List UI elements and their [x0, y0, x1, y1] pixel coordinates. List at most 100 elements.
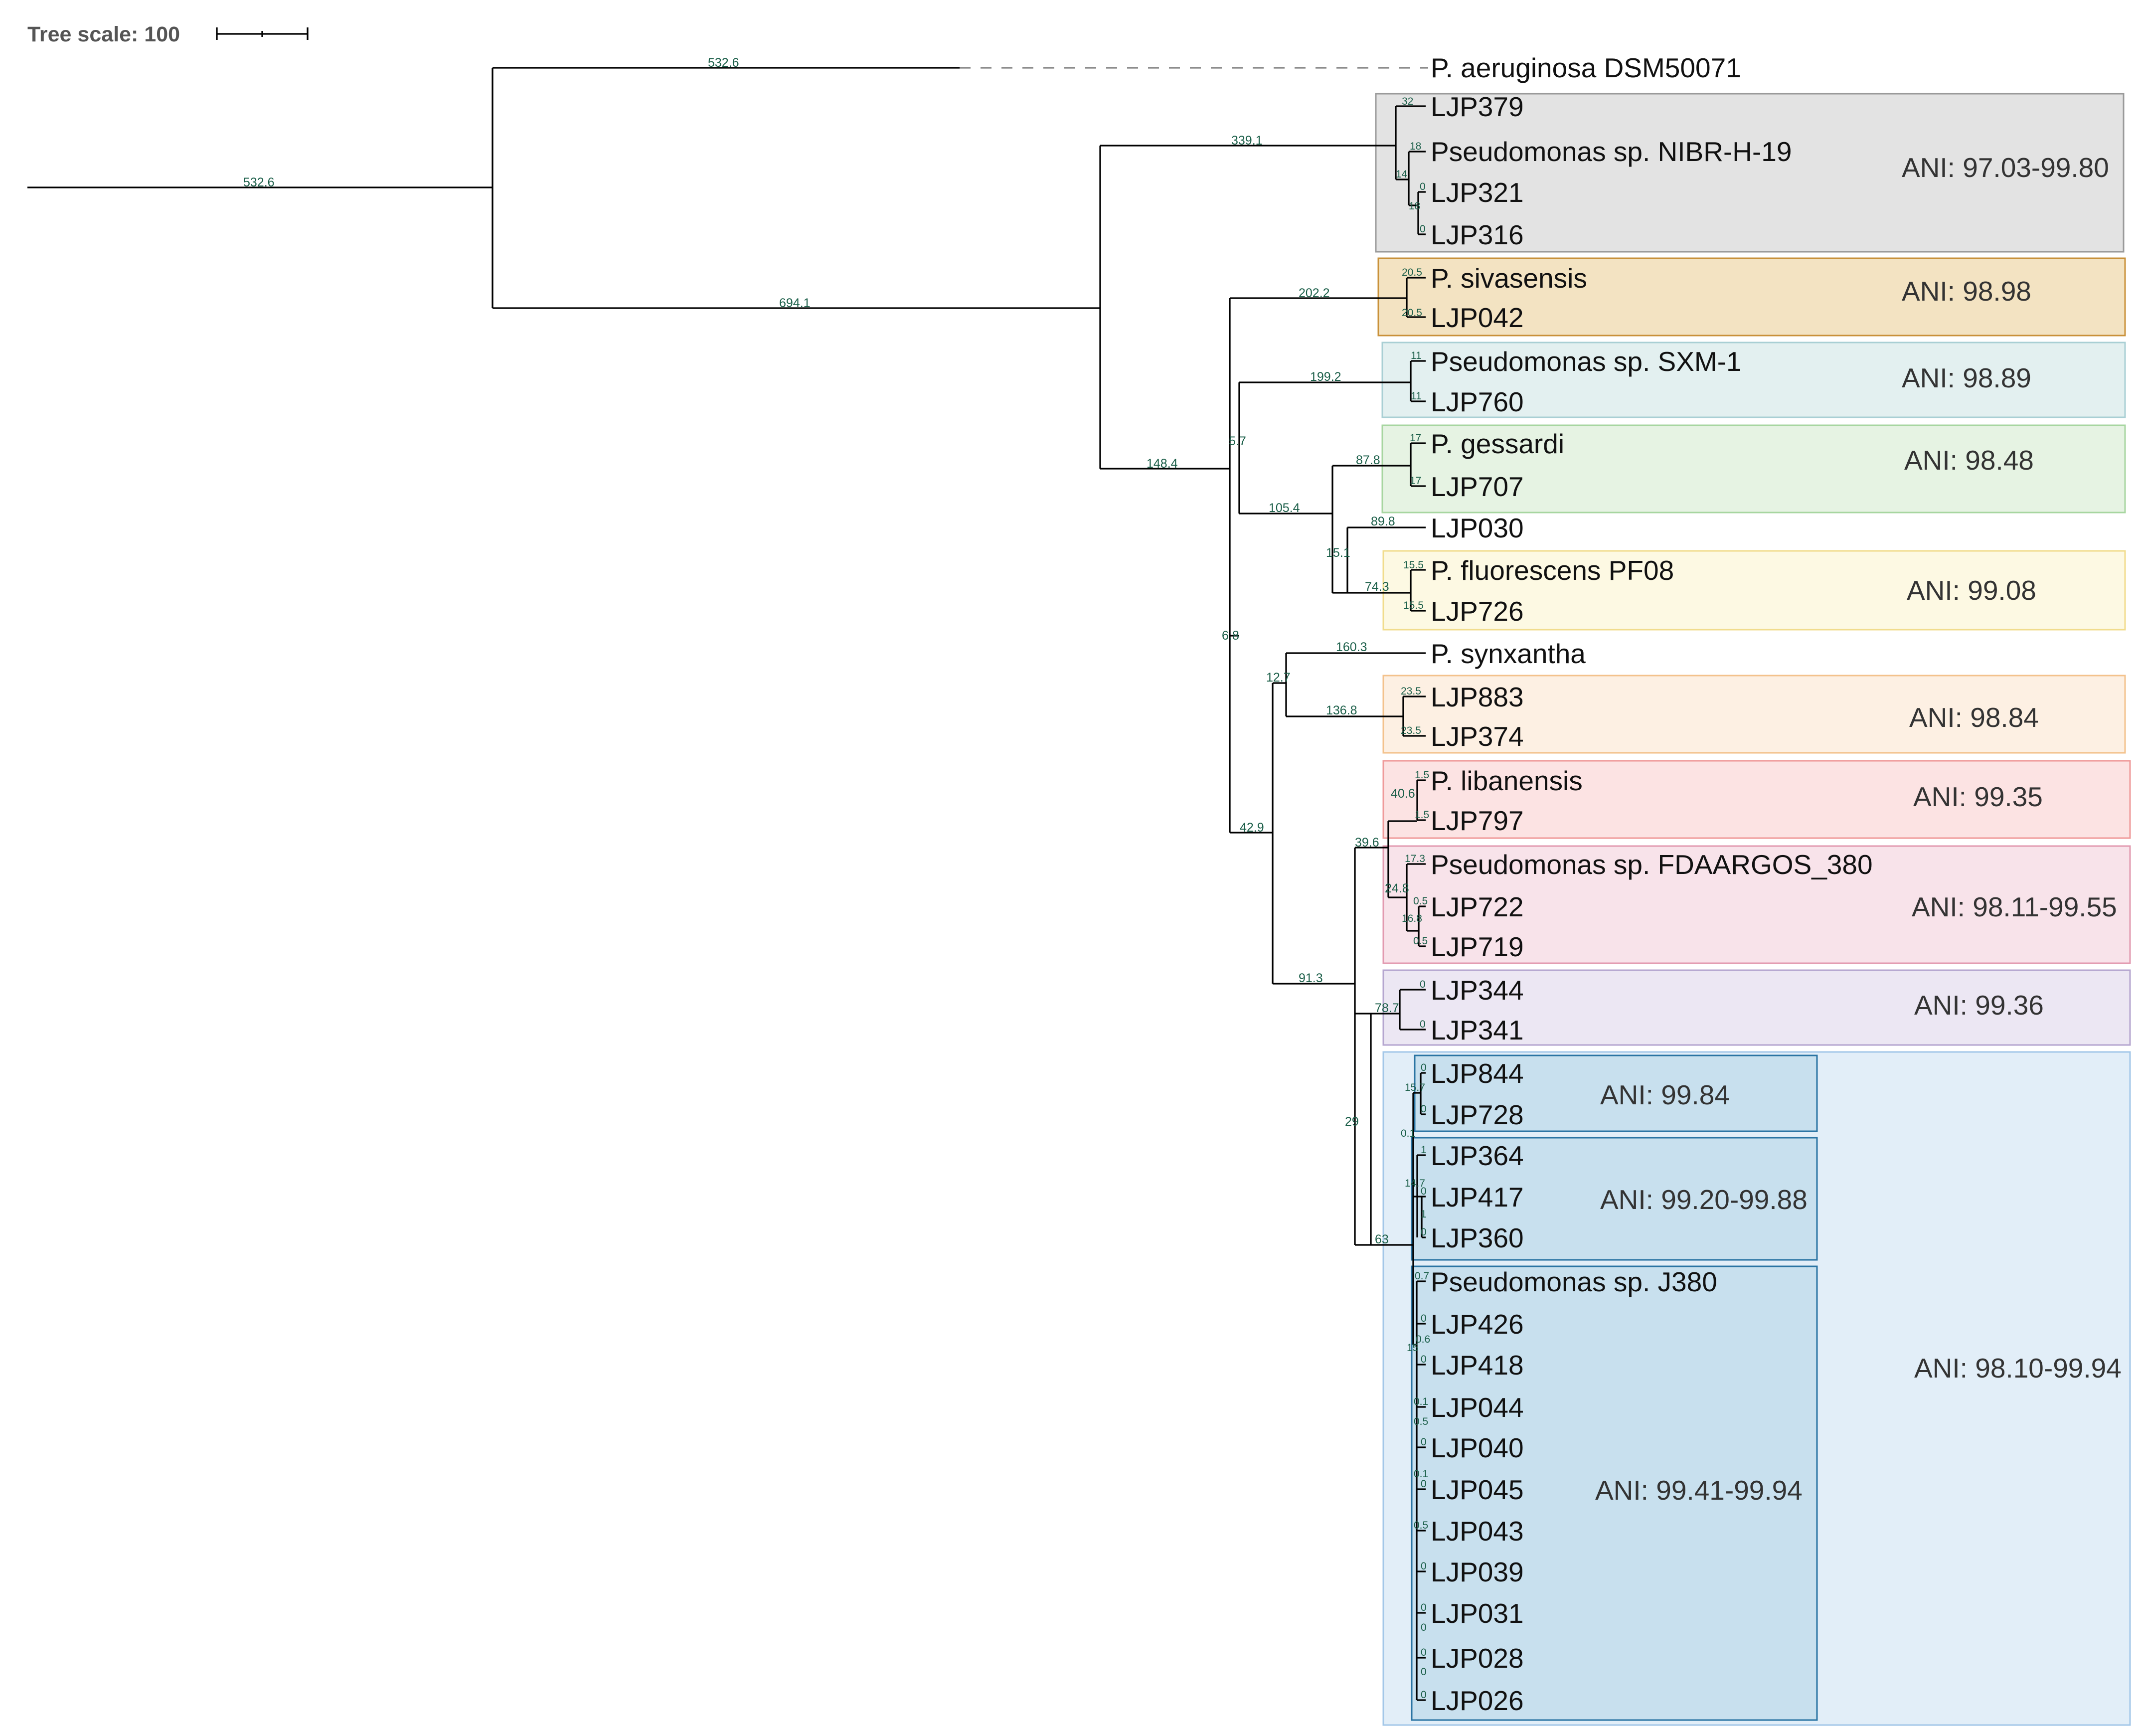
blen-lib-clade: 40.6	[1391, 787, 1415, 801]
tip-fdaargos: Pseudomonas sp. FDAARGOS_380	[1431, 849, 1873, 880]
tip-nibr: Pseudomonas sp. NIBR-H-19	[1431, 136, 1792, 167]
blen-c364: 14.7	[1405, 1178, 1425, 1189]
blen-LJP417: 0	[1421, 1186, 1427, 1197]
tip-pf08: P. fluorescens PF08	[1431, 555, 1674, 586]
ani-label-big: ANI: 98.10-99.94	[1914, 1353, 2122, 1384]
tree-scale-label: Tree scale: 100	[27, 22, 180, 46]
blen-big-group: 91.3	[1299, 971, 1323, 985]
blen-LJP344: 0	[1420, 979, 1426, 990]
ani-box-cj380	[1411, 1265, 1818, 1721]
blen-cj380: 0.6	[1416, 1334, 1430, 1345]
blen-LJP044: 0.5	[1414, 1416, 1428, 1427]
blen-node-29: 29	[1345, 1115, 1359, 1129]
tip-LJP426: LJP426	[1431, 1309, 1524, 1340]
blen-LJP321: 0	[1420, 181, 1426, 192]
blen-LJP043: 0.5	[1414, 1520, 1428, 1531]
blen-LJP364: 1	[1421, 1144, 1427, 1156]
ani-box-fdaargos	[1382, 845, 2131, 964]
blen-ingroup: 694.1	[779, 296, 811, 310]
blen-LJP028: 0	[1421, 1647, 1427, 1658]
blen-LJP417-inner: 1	[1421, 1209, 1427, 1220]
blen-sxm1: 11	[1411, 350, 1422, 361]
blen-lib-group: 39.6	[1355, 836, 1379, 850]
tip-LJP044: LJP044	[1431, 1392, 1524, 1423]
blen-LJP031: 0	[1421, 1602, 1427, 1613]
blen-LJP044-a: 0.1	[1414, 1396, 1428, 1407]
blen-LJP026: 0	[1421, 1689, 1427, 1701]
blen-aeruginosa: 532.6	[708, 56, 739, 70]
blen-LJP719: 0.5	[1413, 935, 1428, 947]
blen-ges-clade: 87.8	[1356, 453, 1380, 467]
tip-LJP026: LJP026	[1431, 1685, 1524, 1716]
blen-c844-364: 0.1	[1401, 1128, 1415, 1139]
tip-LJP374: LJP374	[1431, 721, 1524, 752]
blen-pf08: 15.5	[1403, 559, 1424, 571]
tip-LJP030: LJP030	[1431, 513, 1524, 543]
tip-LJP341: LJP341	[1431, 1015, 1524, 1045]
ani-box-libanensis	[1382, 760, 2131, 839]
blen-LJP426: 0	[1421, 1313, 1427, 1324]
blen-LJP360: 0	[1421, 1226, 1427, 1238]
blen-LJP722: 0.5	[1413, 895, 1428, 907]
tip-LJP042: LJP042	[1431, 302, 1524, 333]
tip-LJP045: LJP045	[1431, 1474, 1524, 1505]
tip-LJP316: LJP316	[1431, 219, 1524, 250]
tip-LJP040: LJP040	[1431, 1432, 1524, 1463]
ani-label-gessardi: ANI: 98.48	[1904, 445, 2034, 476]
blen-c844: 15.7	[1405, 1082, 1425, 1093]
ani-labels: ANI: 97.03-99.80 ANI: 98.98 ANI: 98.89 A…	[1595, 152, 2122, 1506]
blen-rest-clade: 148.4	[1147, 457, 1178, 471]
blen-LJP341: 0	[1420, 1019, 1426, 1030]
tip-LJP321: LJP321	[1431, 177, 1524, 208]
tip-LJP797: LJP797	[1431, 805, 1524, 836]
blen-pf-clade: 74.3	[1365, 580, 1389, 594]
tip-LJP360: LJP360	[1431, 1222, 1524, 1253]
blen-ges-group: 105.4	[1269, 501, 1300, 515]
blen-LJP031-b: 0	[1421, 1622, 1427, 1633]
tip-LJP344: LJP344	[1431, 975, 1524, 1006]
blen-LJP418: 0	[1421, 1354, 1427, 1365]
tip-gessardi: P. gessardi	[1431, 428, 1564, 459]
tip-LJP039: LJP039	[1431, 1557, 1524, 1587]
blen-LJP374: 23.5	[1401, 725, 1421, 736]
tip-LJP417: LJP417	[1431, 1182, 1524, 1213]
blen-syn-group: 12.7	[1266, 671, 1291, 685]
blen-siv-clade: 202.2	[1299, 286, 1330, 300]
tip-LJP722: LJP722	[1431, 891, 1524, 922]
blen-libanensis: 1.5	[1415, 769, 1429, 781]
ani-box-c364	[1411, 1137, 1818, 1261]
blen-synxantha: 160.3	[1336, 640, 1367, 654]
ani-label-c844: ANI: 99.84	[1600, 1079, 1730, 1110]
tree-branches	[27, 67, 1428, 1701]
tip-aeruginosa: P. aeruginosa DSM50071	[1431, 52, 1741, 83]
ani-box-LJP883	[1382, 675, 2126, 754]
blen-gessardi: 17	[1410, 432, 1421, 444]
blen-LJP321-inner: 18	[1409, 200, 1420, 212]
tip-LJP379: LJP379	[1431, 91, 1524, 122]
ani-label-LJP883: ANI: 98.84	[1909, 702, 2039, 733]
ani-boxes	[1375, 93, 2131, 1726]
ani-label-nibr: ANI: 97.03-99.80	[1902, 152, 2109, 183]
blen-LJP760: 11	[1411, 390, 1422, 402]
tip-LJP728: LJP728	[1431, 1099, 1524, 1130]
blen-LJP726: 15.5	[1403, 600, 1424, 611]
blen-LJP883-clade: 136.8	[1326, 703, 1357, 717]
tip-LJP031: LJP031	[1431, 1598, 1524, 1629]
tip-sxm1: Pseudomonas sp. SXM-1	[1431, 346, 1742, 377]
ani-label-cj380: ANI: 99.41-99.94	[1595, 1475, 1803, 1506]
blen-sxm-clade: 199.2	[1310, 370, 1341, 384]
blen-syn-group-outer: 42.9	[1240, 821, 1264, 835]
blen-LJP028-b: 0	[1421, 1666, 1427, 1678]
ani-label-libanensis: ANI: 99.35	[1913, 781, 2043, 812]
tip-sivasensis: P. sivasensis	[1431, 263, 1587, 294]
blen-nibr-tip: 18	[1410, 141, 1421, 152]
ani-box-LJP344	[1382, 969, 2131, 1046]
blen-LJP316: 0	[1420, 223, 1426, 235]
tip-LJP028: LJP028	[1431, 1643, 1524, 1674]
blen-LJP844: 0	[1421, 1062, 1427, 1073]
tree-scale: Tree scale: 100	[27, 22, 309, 46]
ani-box-nibr	[1375, 93, 2125, 253]
blen-LJP883: 23.5	[1401, 686, 1421, 697]
blen-f030-group: 15.1	[1326, 546, 1350, 560]
branch-length-labels: 532.6 532.6 694.1 339.1 148.4 32 18 14 0…	[243, 56, 1430, 1701]
